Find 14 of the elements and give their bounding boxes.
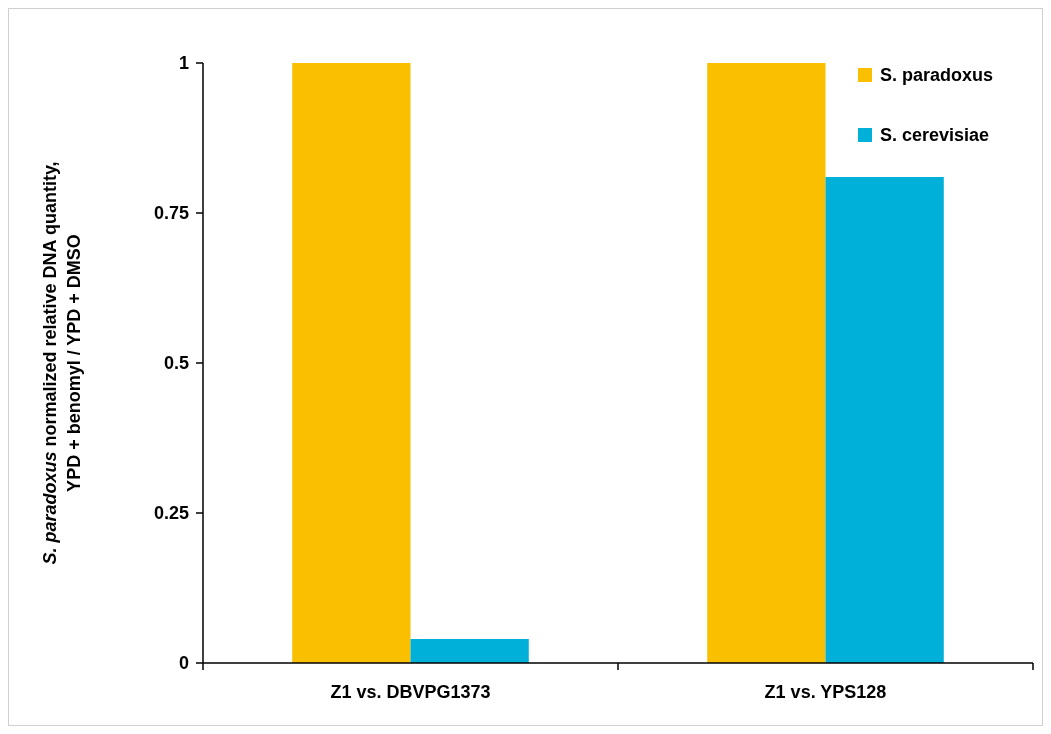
y-tick-label: 0 [178, 653, 189, 674]
y-tick-label: 1 [178, 53, 189, 74]
legend-label: S. paradoxus [880, 65, 994, 86]
x-tick-label: Z1 vs. DBVPG1373 [330, 682, 491, 702]
y-tick-label: 0.75 [153, 203, 189, 224]
bar [825, 177, 944, 663]
bar [707, 63, 826, 663]
y-axis-title: S. paradoxus normalized relative DNA quantity, YPD + benomyl / YPD + DMSO [40, 161, 84, 565]
bar [410, 639, 529, 663]
x-tick-label: Z1 vs. YPS128 [764, 682, 887, 702]
y-tick-label: 0.5 [163, 353, 189, 374]
bar [292, 63, 411, 663]
legend-label: S. cerevisiae [880, 125, 990, 146]
y-tick-label: 0.25 [153, 503, 189, 524]
